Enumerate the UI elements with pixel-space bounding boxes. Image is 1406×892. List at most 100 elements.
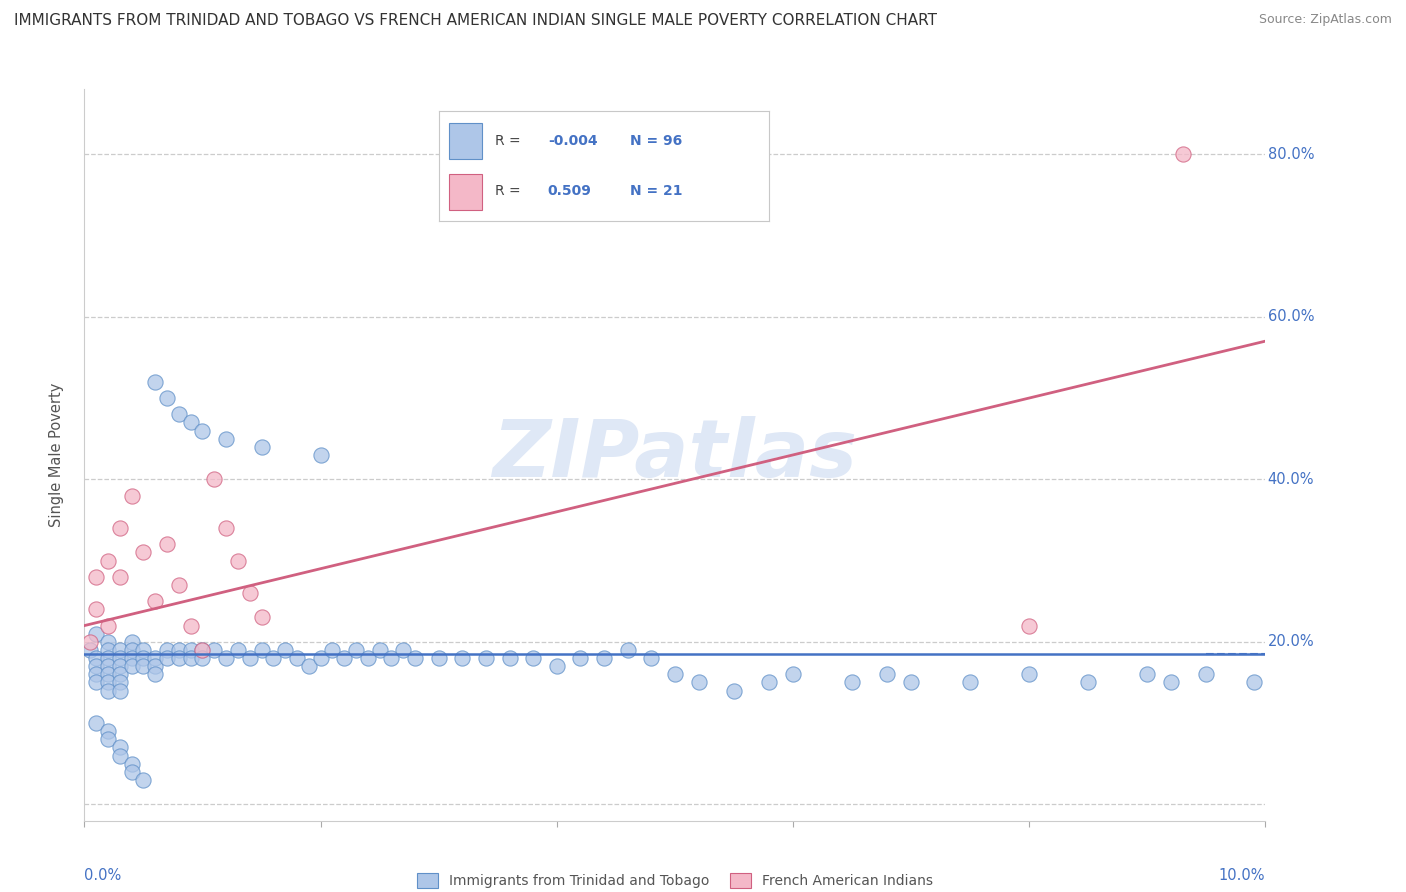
Point	[782, 667, 804, 681]
Point	[108, 683, 131, 698]
Point	[723, 683, 745, 698]
Point	[84, 602, 107, 616]
Point	[156, 651, 179, 665]
Point	[167, 651, 190, 665]
Point	[593, 651, 616, 665]
Point	[309, 651, 332, 665]
Point	[143, 659, 166, 673]
Point	[97, 667, 120, 681]
Point	[664, 667, 686, 681]
Point	[191, 424, 214, 438]
Point	[215, 521, 238, 535]
Point	[143, 667, 166, 681]
Point	[132, 651, 155, 665]
Point	[250, 643, 273, 657]
Point	[451, 651, 474, 665]
Point	[959, 675, 981, 690]
Y-axis label: Single Male Poverty: Single Male Poverty	[49, 383, 63, 527]
Point	[84, 626, 107, 640]
Text: 40.0%: 40.0%	[1268, 472, 1315, 487]
Point	[97, 659, 120, 673]
Point	[132, 545, 155, 559]
Point	[191, 651, 214, 665]
Point	[84, 659, 107, 673]
Point	[167, 407, 190, 421]
Point	[180, 416, 202, 430]
Point	[250, 610, 273, 624]
Text: 80.0%: 80.0%	[1268, 146, 1315, 161]
Point	[156, 537, 179, 551]
Point	[191, 643, 214, 657]
Point	[97, 651, 120, 665]
Point	[285, 651, 308, 665]
Point	[97, 724, 120, 739]
Point	[640, 651, 662, 665]
Point	[1018, 667, 1040, 681]
Point	[132, 659, 155, 673]
Point	[1243, 675, 1265, 690]
Point	[108, 521, 131, 535]
Point	[180, 618, 202, 632]
Point	[191, 643, 214, 657]
Text: IMMIGRANTS FROM TRINIDAD AND TOBAGO VS FRENCH AMERICAN INDIAN SINGLE MALE POVERT: IMMIGRANTS FROM TRINIDAD AND TOBAGO VS F…	[14, 13, 936, 29]
Point	[97, 618, 120, 632]
Point	[108, 570, 131, 584]
Point	[569, 651, 592, 665]
Point	[876, 667, 898, 681]
Point	[121, 651, 143, 665]
Point	[392, 643, 415, 657]
Point	[121, 756, 143, 771]
Point	[79, 635, 101, 649]
Point	[274, 643, 297, 657]
Point	[97, 635, 120, 649]
Point	[404, 651, 426, 665]
Point	[84, 716, 107, 731]
Point	[108, 740, 131, 755]
Legend: Immigrants from Trinidad and Tobago, French American Indians: Immigrants from Trinidad and Tobago, Fre…	[412, 868, 938, 892]
Point	[380, 651, 402, 665]
Point	[475, 651, 498, 665]
Point	[298, 659, 321, 673]
Point	[344, 643, 367, 657]
Point	[522, 651, 544, 665]
Point	[1018, 618, 1040, 632]
Point	[97, 643, 120, 657]
Point	[108, 643, 131, 657]
Point	[167, 643, 190, 657]
Point	[108, 675, 131, 690]
Point	[108, 748, 131, 763]
Point	[121, 764, 143, 779]
Point	[143, 375, 166, 389]
Point	[143, 594, 166, 608]
Point	[143, 651, 166, 665]
Point	[108, 659, 131, 673]
Text: 60.0%: 60.0%	[1268, 310, 1315, 325]
Point	[226, 643, 249, 657]
Point	[1077, 675, 1099, 690]
Point	[121, 489, 143, 503]
Point	[321, 643, 343, 657]
Point	[84, 651, 107, 665]
Point	[121, 659, 143, 673]
Point	[97, 732, 120, 747]
Text: Source: ZipAtlas.com: Source: ZipAtlas.com	[1258, 13, 1392, 27]
Point	[226, 553, 249, 567]
Point	[357, 651, 380, 665]
Point	[1171, 147, 1194, 161]
Point	[900, 675, 922, 690]
Point	[215, 432, 238, 446]
Point	[84, 570, 107, 584]
Point	[84, 667, 107, 681]
Point	[180, 651, 202, 665]
Text: 0.0%: 0.0%	[84, 868, 121, 883]
Point	[180, 643, 202, 657]
Point	[132, 772, 155, 787]
Point	[841, 675, 863, 690]
Point	[616, 643, 638, 657]
Point	[97, 553, 120, 567]
Point	[368, 643, 391, 657]
Point	[108, 651, 131, 665]
Point	[1160, 675, 1182, 690]
Point	[215, 651, 238, 665]
Point	[427, 651, 450, 665]
